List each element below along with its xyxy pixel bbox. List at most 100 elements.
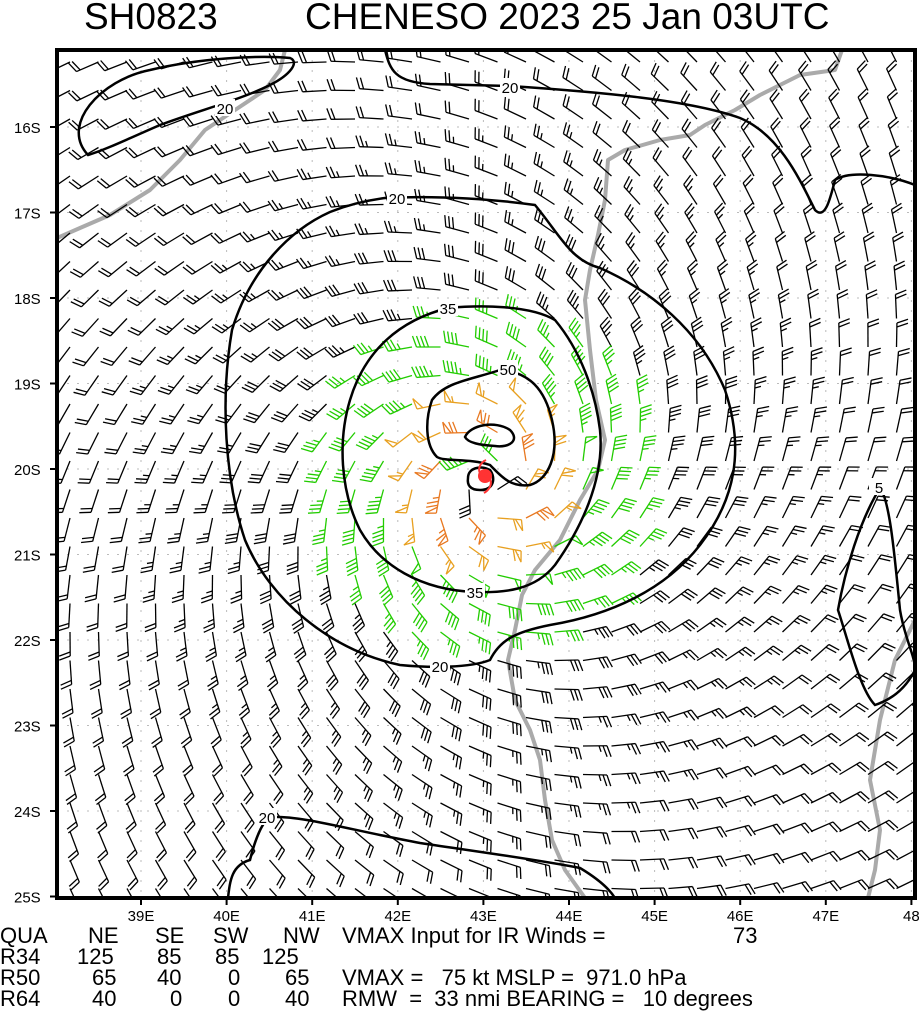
wind-barb — [211, 802, 226, 834]
wind-barb — [725, 824, 756, 837]
wind-barb — [596, 260, 613, 291]
wind-barb — [894, 289, 907, 319]
wind-barb — [94, 774, 107, 806]
wind-barb — [839, 791, 870, 804]
wind-barb — [525, 659, 554, 676]
wind-barb — [639, 559, 669, 576]
wind-barb — [153, 774, 166, 806]
wind-barb — [860, 50, 869, 63]
wind-barb — [725, 854, 756, 866]
wind-barb — [610, 497, 637, 519]
wind-barb — [154, 802, 167, 834]
wind-barb — [867, 554, 893, 576]
wind-barb — [104, 432, 128, 455]
wind-barb — [325, 660, 339, 691]
wind-barb — [508, 377, 527, 405]
wind-barb — [753, 794, 785, 806]
wind-barb — [61, 688, 74, 719]
wind-barb — [410, 546, 422, 576]
wind-barb — [82, 546, 100, 573]
wind-barb — [696, 677, 728, 690]
wind-barb — [193, 489, 214, 514]
wind-barb — [505, 321, 527, 348]
wind-barb — [839, 643, 868, 661]
wind-barb — [154, 289, 185, 306]
wind-barb — [297, 688, 310, 720]
wind-barb — [240, 802, 255, 833]
wind-barb — [321, 603, 335, 635]
wind-barb — [256, 546, 271, 575]
wind-barb — [681, 118, 698, 148]
wind-barb — [297, 374, 327, 391]
wind-barb — [379, 574, 394, 606]
wind-barb — [667, 496, 693, 519]
wind-barb — [782, 584, 810, 604]
wind-barb — [781, 406, 799, 433]
wind-barb — [639, 528, 668, 547]
wind-barb — [810, 406, 828, 433]
wind-barb — [268, 831, 286, 861]
wind-barb — [773, 202, 785, 234]
wind-barb — [57, 118, 71, 128]
wind-barb — [268, 717, 282, 748]
wind-barb — [200, 574, 214, 604]
longitude-label: 40E — [213, 908, 240, 925]
wind-barb — [695, 375, 708, 405]
wind-barb — [442, 359, 470, 377]
wind-barb — [753, 436, 772, 462]
coastline — [57, 50, 915, 898]
wind-barb — [774, 230, 787, 262]
wind-barb — [833, 231, 846, 262]
isotach-contours — [77, 50, 915, 898]
wind-barb — [781, 495, 805, 519]
wind-barb — [696, 405, 712, 433]
wind-barb — [611, 561, 642, 576]
wind-barb — [639, 466, 661, 490]
wind-barb — [696, 617, 727, 633]
wind-barb — [57, 203, 71, 216]
wind-barb — [261, 603, 275, 634]
wind-barb — [725, 676, 756, 690]
wind-barb — [382, 279, 413, 292]
wind-barb — [282, 517, 299, 545]
wind-barb — [650, 62, 669, 91]
wind-barb — [497, 602, 523, 622]
header-se: SE — [155, 923, 185, 948]
wind-barb — [782, 763, 813, 776]
wind-barb — [856, 60, 869, 91]
wind-barb — [298, 403, 327, 422]
wind-barb — [725, 706, 756, 719]
wind-barb — [354, 717, 372, 747]
wind-barb — [57, 318, 71, 335]
wind-barb — [611, 859, 640, 872]
wind-barb — [173, 603, 186, 633]
cell-ne: 125 — [77, 944, 114, 969]
wind-barb — [240, 745, 253, 777]
table-row-r50: R50 65 40 0 65 VMAX = 75 kt MSLP = 971.0 hPa — [0, 967, 919, 989]
wind-barb — [781, 466, 803, 490]
wind-barb — [535, 291, 555, 319]
wind-barb — [782, 822, 814, 834]
wind-barb — [838, 584, 866, 604]
wind-barb — [324, 345, 356, 358]
wind-barb — [696, 796, 728, 809]
wind-barb — [474, 127, 498, 149]
wind-barb — [503, 153, 527, 177]
wind-barb — [769, 88, 784, 120]
contour-20-nw-loop — [77, 55, 296, 157]
wind-barb — [383, 887, 399, 898]
wind-barb — [753, 615, 783, 633]
wind-barb — [382, 631, 399, 662]
wind-barb — [739, 89, 755, 120]
wind-barb — [832, 202, 844, 234]
wind-barb — [568, 317, 584, 348]
wind-barb — [80, 517, 100, 544]
wind-barb — [537, 319, 555, 348]
wind-barb — [684, 202, 698, 234]
wind-barb — [184, 346, 213, 365]
wind-barb — [183, 318, 213, 335]
wind-barb — [578, 402, 592, 433]
wind-barb — [696, 707, 728, 719]
wind-barb — [639, 620, 671, 634]
wind-barb — [66, 802, 79, 834]
